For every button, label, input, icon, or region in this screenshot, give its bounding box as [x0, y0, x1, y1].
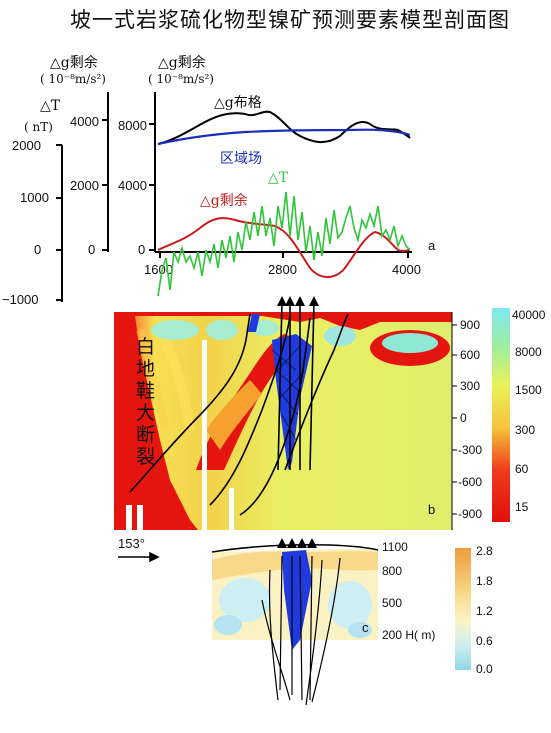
panel-b-section — [114, 296, 452, 530]
residual-label: △g剩余 — [200, 193, 248, 209]
colorbar-b-tick: 300 — [515, 423, 536, 437]
magnetic-label: △T — [268, 170, 289, 186]
panel-c-label: c — [362, 620, 369, 635]
colorbar-c-tick: 0.6 — [476, 634, 493, 648]
bouguer-curve — [157, 110, 411, 145]
fault-label: 白地鞋大断裂 — [136, 336, 156, 468]
g-res-left-tick: 4000 — [70, 114, 99, 129]
x-tick: 2800 — [268, 262, 297, 277]
magnetic-curve — [157, 191, 411, 297]
panel-b-label: b — [428, 502, 436, 517]
colorbar-c — [455, 548, 471, 670]
dT-axis-unit: ( nT) — [24, 120, 53, 134]
colorbar-b — [492, 308, 510, 522]
panel-c-section — [211, 538, 379, 706]
depth-tick-c: 800 — [382, 564, 403, 578]
regional-curve — [157, 128, 411, 146]
colorbar-c-tick: 1.8 — [476, 574, 493, 588]
faults-c — [261, 555, 341, 706]
g-res-left-axis-unit: ( 10⁻⁸m/s²) — [40, 72, 106, 86]
strike-label: 153° — [118, 536, 145, 551]
depth-tick-b: 300 — [460, 379, 481, 393]
colorbar-b-tick: 15 — [515, 500, 529, 514]
x-tick: 1600 — [144, 262, 173, 277]
depth-tick-c: 1100 — [382, 540, 408, 554]
depth-tick-b: 600 — [460, 348, 481, 362]
g-res-right-tick: 0 — [138, 242, 146, 257]
strike-arrow — [118, 551, 160, 563]
depth-tick-c: 500 — [382, 596, 403, 610]
depth-tick-b: 0 — [460, 411, 467, 425]
faults-b — [129, 299, 349, 516]
depth-tick-c: 200 H( m) — [382, 628, 436, 642]
panel-b-depth-axis — [451, 312, 457, 530]
figure-title: 坡一式岩浆硫化物型镍矿预测要素模型剖面图 — [70, 8, 510, 32]
dT-tick: −1000 — [2, 292, 39, 307]
g-res-left-tick: 0 — [88, 242, 96, 257]
panel-a-label: a — [428, 238, 436, 253]
orebody-b — [272, 334, 312, 470]
dT-tick: 0 — [34, 242, 42, 257]
dT-tick: 2000 — [12, 138, 41, 153]
arrowheads-b — [277, 296, 319, 306]
g-res-left-tick: 2000 — [70, 178, 99, 193]
bouguer-label: △g布格 — [214, 95, 262, 111]
g-res-left-axis-name: △g剩余 — [50, 55, 98, 71]
depth-tick-b: -600 — [458, 475, 483, 489]
residual-curve — [157, 217, 411, 278]
colorbar-c-tick: 1.2 — [476, 604, 493, 618]
orebody-c — [282, 550, 312, 650]
regional-label: 区域场 — [220, 151, 262, 167]
colorbar-b-tick: 60 — [515, 462, 529, 476]
depth-tick-b: 900 — [460, 318, 481, 332]
colorbar-c-tick: 0.0 — [476, 662, 493, 676]
panel-a-axes — [56, 92, 412, 302]
g-res-right-axis-unit: ( 10⁻⁸m/s²) — [148, 72, 214, 86]
colorbar-b-tick: 8000 — [515, 345, 542, 359]
dT-tick: 1000 — [20, 190, 49, 205]
x-tick: 4000 — [392, 262, 421, 277]
g-res-right-tick: 8000 — [118, 118, 147, 133]
arrowheads-c — [277, 538, 317, 548]
colorbar-c-tick: 2.8 — [476, 544, 493, 558]
depth-tick-b: -900 — [458, 507, 483, 521]
colorbar-b-tick: 1500 — [515, 383, 542, 397]
colorbar-b-tick: 40000 — [512, 308, 546, 322]
dT-axis-name: △T — [40, 98, 61, 114]
depth-tick-b: -300 — [458, 443, 483, 457]
g-res-right-tick: 4000 — [118, 178, 147, 193]
g-res-right-axis-name: △g剩余 — [158, 55, 206, 71]
